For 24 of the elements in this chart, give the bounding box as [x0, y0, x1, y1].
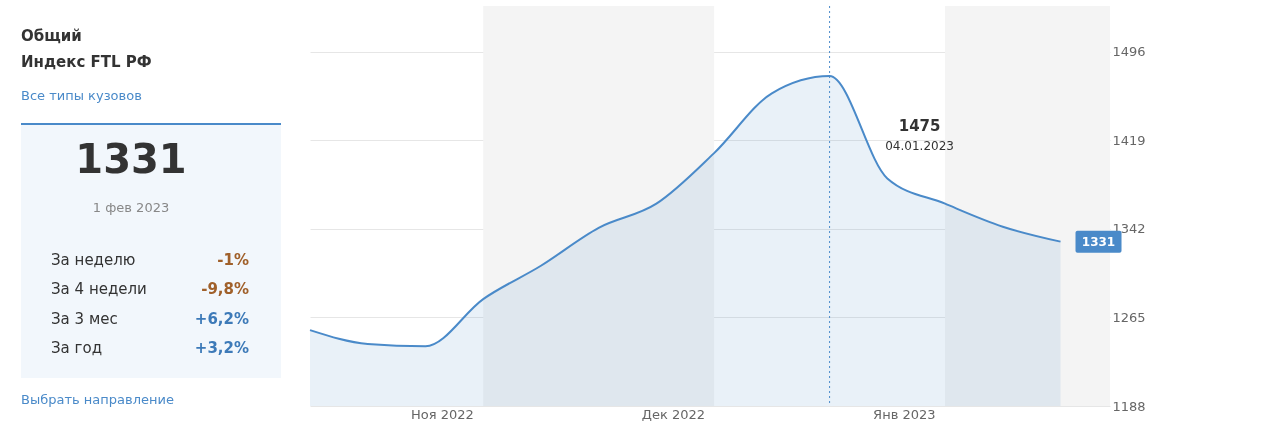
text: +3,2%	[194, 339, 249, 357]
x-tick-label: Ноя 2022	[411, 406, 474, 422]
text: -1%	[217, 251, 249, 269]
text: За 4 недели	[51, 280, 147, 298]
text: +6,2%	[194, 310, 249, 328]
text: Выбрать направление	[21, 392, 174, 407]
annotation: 04.01.2023	[885, 139, 954, 153]
text: 1 фев 2023	[92, 200, 170, 215]
y-tick-label: 1419	[1112, 132, 1146, 148]
x-tick-label: Дек 2022	[641, 406, 705, 422]
y-tick-label: 1265	[1112, 309, 1146, 325]
text: Все типы кузовов	[21, 88, 142, 103]
y-tick-label: 1188	[1112, 398, 1146, 414]
text: За 3 мес	[51, 310, 118, 328]
text: За год	[51, 339, 103, 357]
y-tick-label: 1496	[1112, 44, 1146, 60]
text: Общий	[21, 27, 82, 45]
x-tick-label: Янв 2023	[873, 406, 936, 422]
text: -9,8%	[201, 280, 249, 298]
text: За неделю	[51, 251, 136, 269]
text: Индекс FTL РФ	[21, 53, 152, 71]
annotation: 1331	[1081, 234, 1116, 249]
annotation: 1475	[898, 117, 941, 135]
text: 1331	[75, 136, 187, 182]
